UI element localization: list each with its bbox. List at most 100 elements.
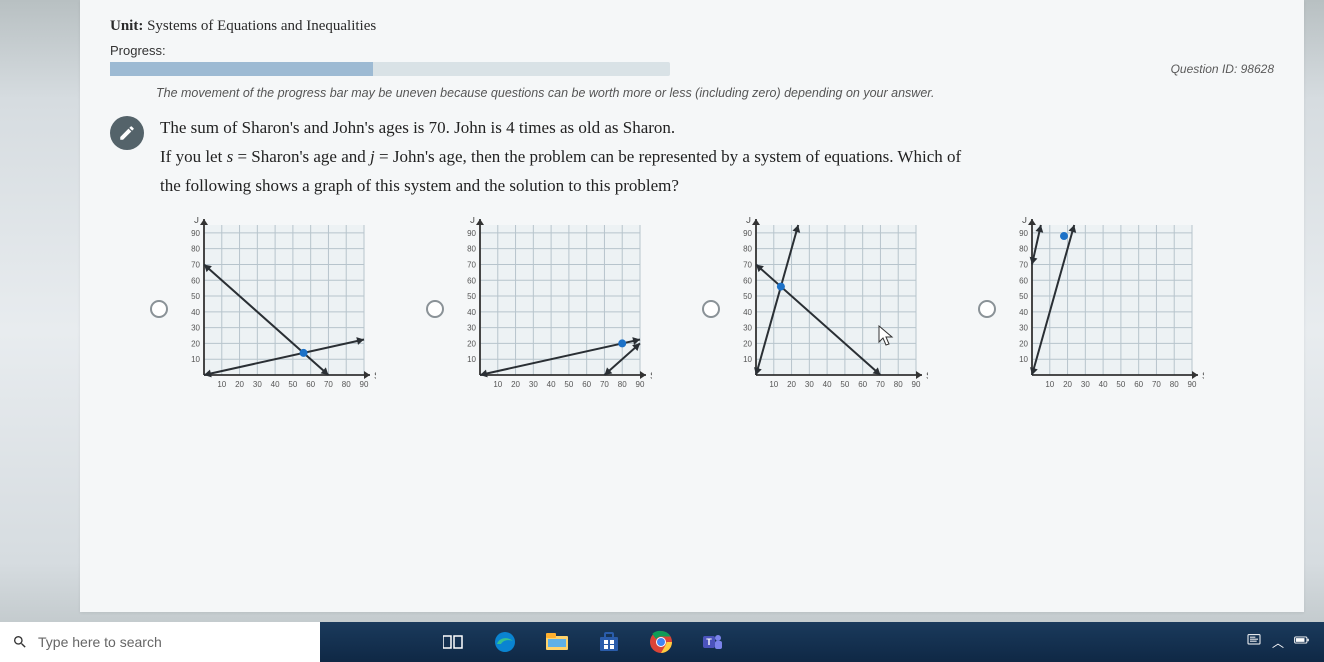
tray-chevron-icon[interactable]: ︿ <box>1272 634 1284 651</box>
chrome-icon[interactable] <box>638 622 684 662</box>
task-view-icon[interactable] <box>430 622 476 662</box>
taskbar-icons: T <box>430 622 736 662</box>
taskbar-right: ︿ <box>1246 632 1324 653</box>
svg-text:50: 50 <box>288 380 297 389</box>
svg-text:40: 40 <box>743 308 752 317</box>
svg-text:10: 10 <box>191 355 200 364</box>
svg-text:40: 40 <box>1099 380 1108 389</box>
svg-text:80: 80 <box>894 380 903 389</box>
svg-text:80: 80 <box>743 244 752 253</box>
svg-text:30: 30 <box>191 323 200 332</box>
progress-row: Question ID: 98628 <box>110 62 1274 76</box>
svg-text:70: 70 <box>600 380 609 389</box>
file-explorer-icon[interactable] <box>534 622 580 662</box>
svg-text:80: 80 <box>1019 244 1028 253</box>
unit-line: Unit: Systems of Equations and Inequalit… <box>110 18 1274 35</box>
svg-text:30: 30 <box>805 380 814 389</box>
svg-text:70: 70 <box>1152 380 1161 389</box>
question-page: Unit: Systems of Equations and Inequalit… <box>80 0 1304 612</box>
radio-B[interactable] <box>426 300 444 318</box>
svg-text:30: 30 <box>467 323 476 332</box>
progress-label: Progress: <box>110 43 1274 58</box>
svg-text:20: 20 <box>1019 339 1028 348</box>
svg-text:10: 10 <box>467 355 476 364</box>
question-line2: If you let s = Sharon's age and j = John… <box>160 143 961 172</box>
svg-text:60: 60 <box>306 380 315 389</box>
svg-text:J: J <box>1022 217 1027 226</box>
svg-text:50: 50 <box>1019 292 1028 301</box>
svg-text:J: J <box>470 217 475 226</box>
microsoft-store-icon[interactable] <box>586 622 632 662</box>
svg-text:60: 60 <box>743 276 752 285</box>
svg-text:20: 20 <box>235 380 244 389</box>
svg-text:60: 60 <box>858 380 867 389</box>
unit-title: Systems of Equations and Inequalities <box>147 18 376 34</box>
edge-icon[interactable] <box>482 622 528 662</box>
svg-text:90: 90 <box>191 229 200 238</box>
svg-text:50: 50 <box>191 292 200 301</box>
svg-text:30: 30 <box>253 380 262 389</box>
svg-text:70: 70 <box>876 380 885 389</box>
svg-text:20: 20 <box>511 380 520 389</box>
svg-text:60: 60 <box>582 380 591 389</box>
svg-text:90: 90 <box>467 229 476 238</box>
question-id-value: 98628 <box>1241 62 1274 76</box>
question-id: Question ID: 98628 <box>1171 62 1274 76</box>
chart-A: 102030405060708090102030405060708090JS <box>176 217 376 402</box>
svg-text:40: 40 <box>1019 308 1028 317</box>
radio-C[interactable] <box>702 300 720 318</box>
svg-text:80: 80 <box>1170 380 1179 389</box>
chart-D: 102030405060708090102030405060708090JS <box>1004 217 1204 402</box>
svg-text:50: 50 <box>467 292 476 301</box>
svg-text:10: 10 <box>743 355 752 364</box>
search-placeholder: Type here to search <box>38 634 162 650</box>
question-text: The sum of Sharon's and John's ages is 7… <box>160 114 961 201</box>
svg-text:90: 90 <box>912 380 921 389</box>
svg-text:S: S <box>1202 371 1204 382</box>
radio-D[interactable] <box>978 300 996 318</box>
svg-text:80: 80 <box>618 380 627 389</box>
taskbar: Type here to search T ︿ <box>0 622 1324 662</box>
svg-text:S: S <box>650 371 652 382</box>
svg-text:50: 50 <box>743 292 752 301</box>
svg-text:60: 60 <box>191 276 200 285</box>
svg-text:40: 40 <box>547 380 556 389</box>
svg-text:50: 50 <box>564 380 573 389</box>
pencil-icon <box>110 116 144 150</box>
question-line3: the following shows a graph of this syst… <box>160 172 961 201</box>
chart-C: 102030405060708090102030405060708090JS <box>728 217 928 402</box>
svg-text:90: 90 <box>360 380 369 389</box>
svg-text:60: 60 <box>467 276 476 285</box>
battery-icon[interactable] <box>1294 632 1310 653</box>
svg-text:70: 70 <box>1019 260 1028 269</box>
svg-text:10: 10 <box>1045 380 1054 389</box>
svg-text:90: 90 <box>636 380 645 389</box>
svg-text:10: 10 <box>1019 355 1028 364</box>
svg-text:30: 30 <box>743 323 752 332</box>
svg-text:70: 70 <box>467 260 476 269</box>
svg-text:S: S <box>926 371 928 382</box>
svg-text:30: 30 <box>1019 323 1028 332</box>
taskbar-search[interactable]: Type here to search <box>0 622 320 662</box>
svg-text:10: 10 <box>769 380 778 389</box>
svg-text:20: 20 <box>191 339 200 348</box>
option-B[interactable]: 102030405060708090102030405060708090JS <box>426 217 652 402</box>
svg-text:90: 90 <box>1188 380 1197 389</box>
svg-text:J: J <box>194 217 199 226</box>
teams-icon[interactable]: T <box>690 622 736 662</box>
chart-B: 102030405060708090102030405060708090JS <box>452 217 652 402</box>
svg-text:70: 70 <box>324 380 333 389</box>
unit-label: Unit: <box>110 18 143 34</box>
notifications-icon[interactable] <box>1246 632 1262 653</box>
option-C[interactable]: 102030405060708090102030405060708090JS <box>702 217 928 402</box>
search-icon <box>12 634 28 650</box>
svg-text:80: 80 <box>191 244 200 253</box>
svg-text:60: 60 <box>1134 380 1143 389</box>
radio-A[interactable] <box>150 300 168 318</box>
svg-text:40: 40 <box>823 380 832 389</box>
svg-text:T: T <box>706 637 712 647</box>
option-A[interactable]: 102030405060708090102030405060708090JS <box>150 217 376 402</box>
svg-text:70: 70 <box>191 260 200 269</box>
option-D[interactable]: 102030405060708090102030405060708090JS <box>978 217 1204 402</box>
svg-text:30: 30 <box>529 380 538 389</box>
